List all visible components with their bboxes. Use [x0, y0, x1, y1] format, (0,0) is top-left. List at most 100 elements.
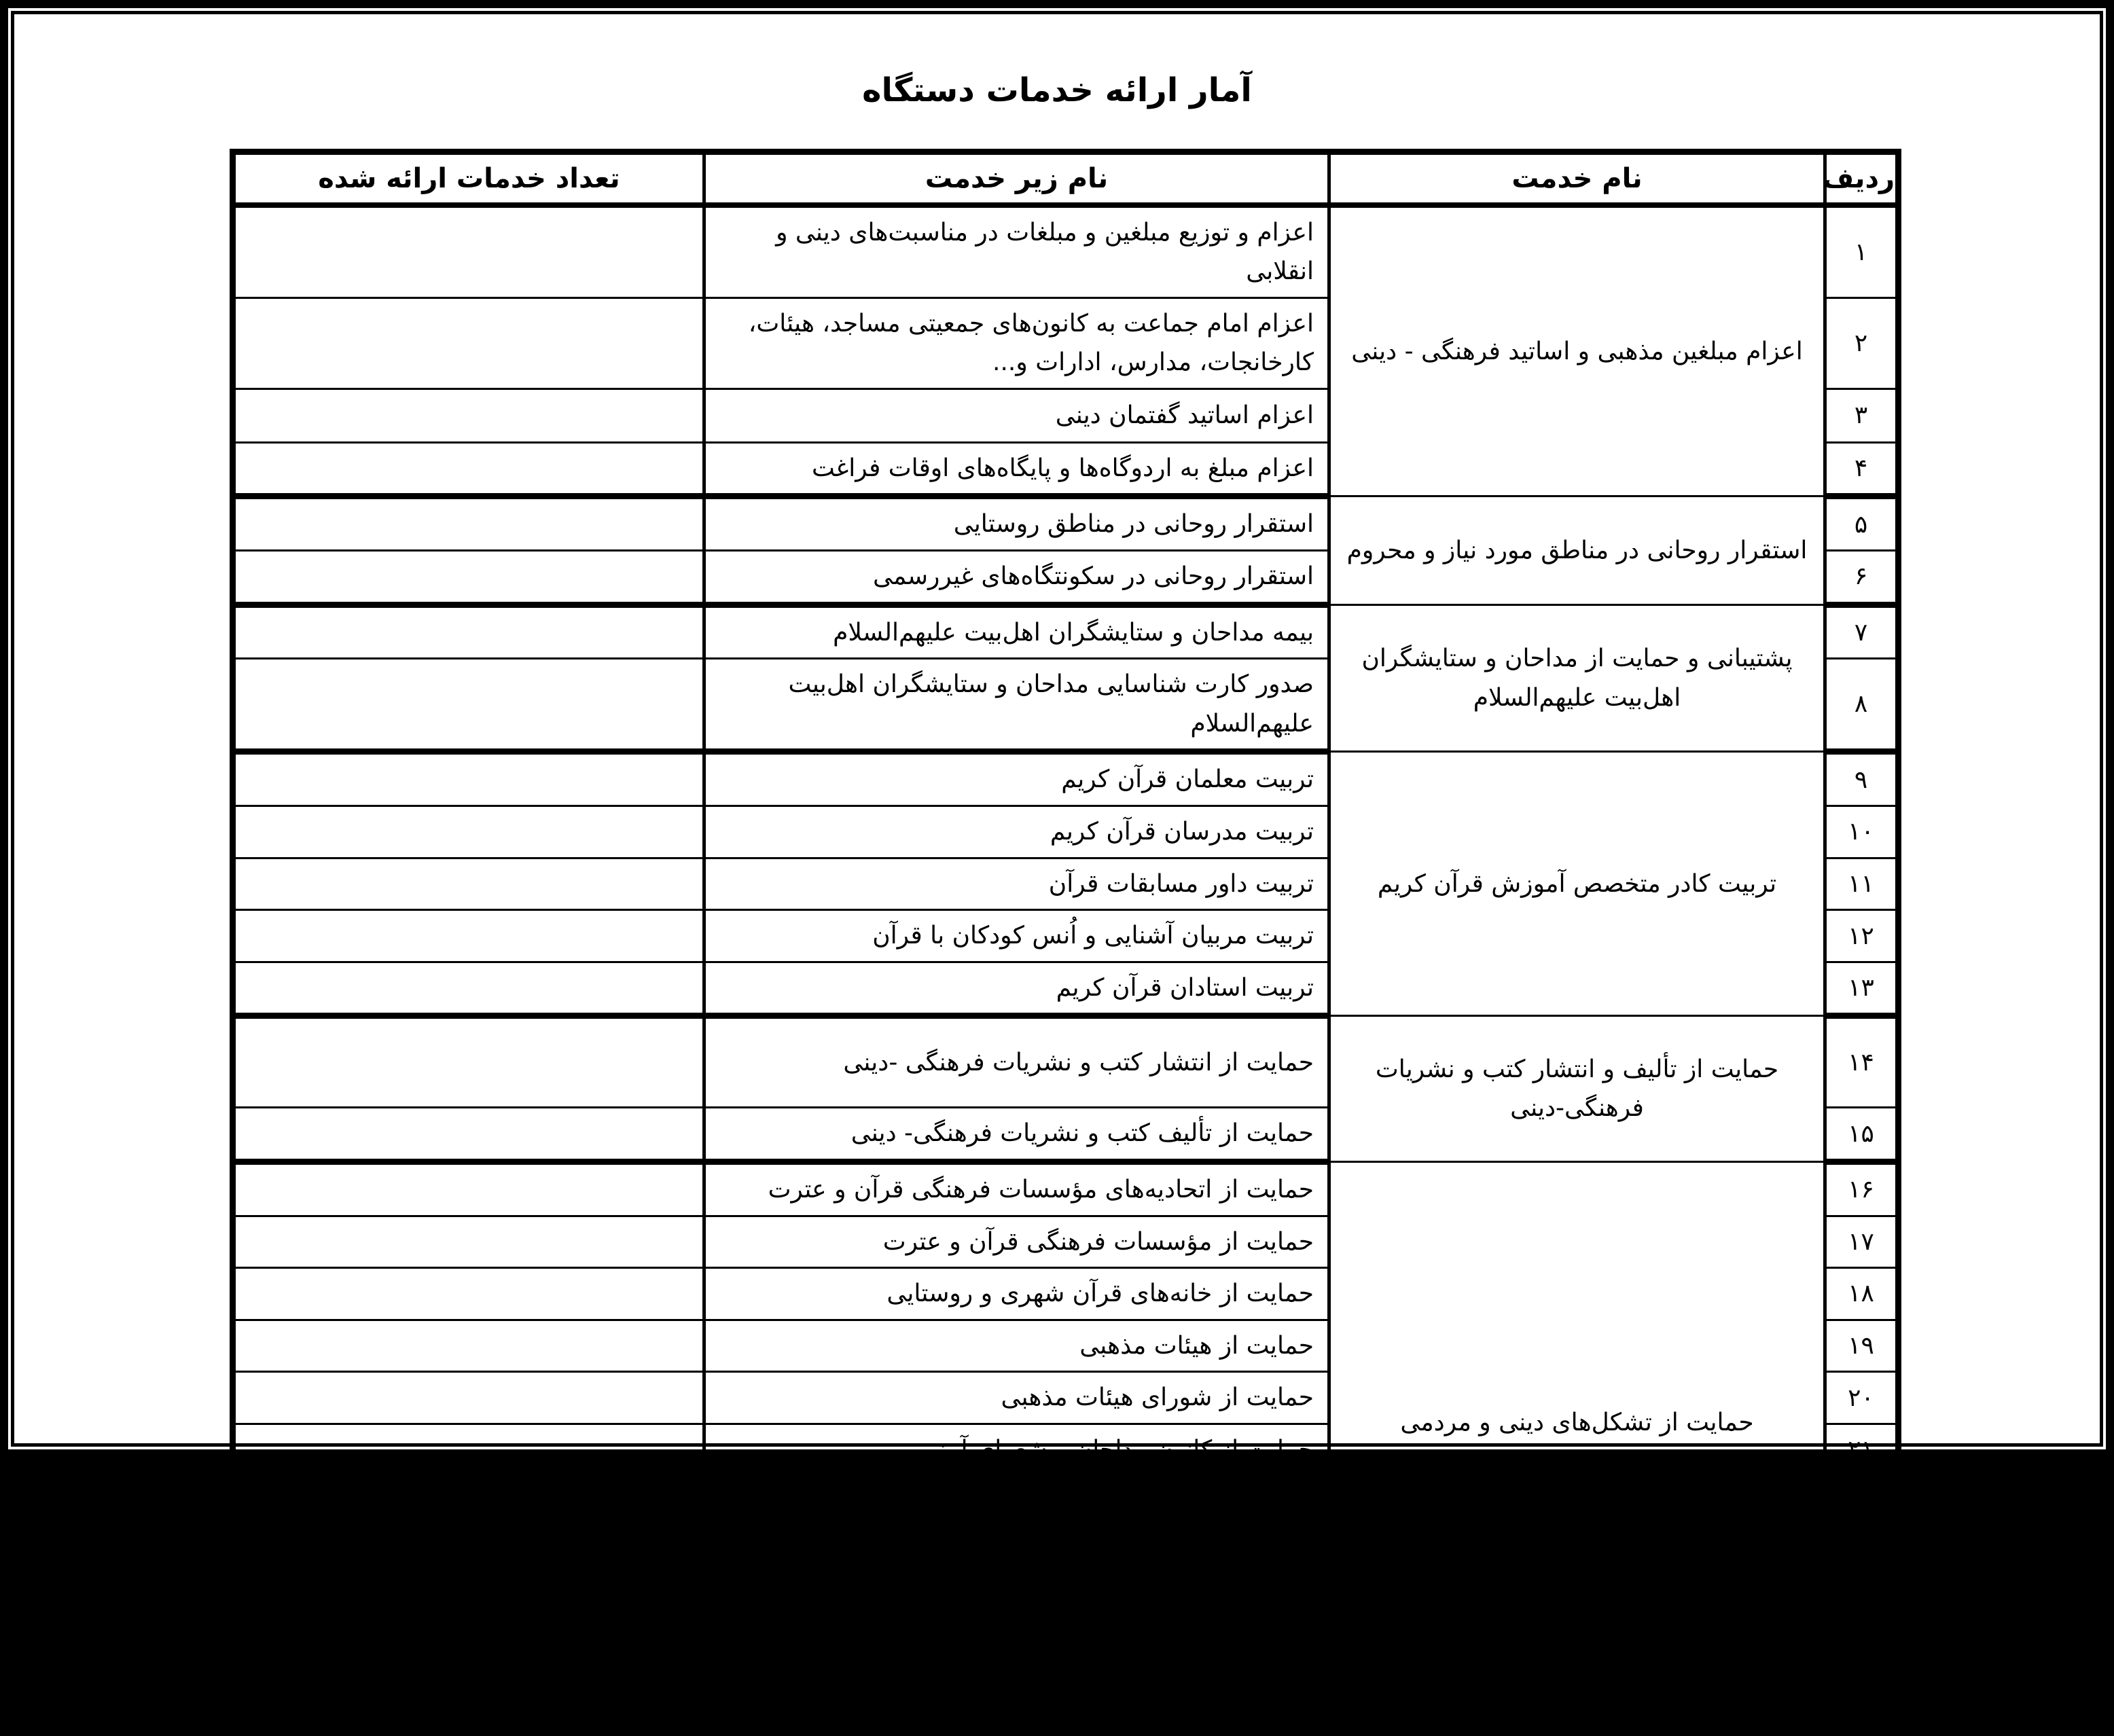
row-number-cell: ۱۶ — [1823, 1161, 1900, 1217]
row-number-cell: ۲۰ — [1823, 1371, 1900, 1425]
row-number-cell: ۲۱ — [1823, 1422, 1900, 1477]
sub-service-cell: حمایت از اتحادیه انجمن‌های اسلامی — [702, 1631, 1331, 1689]
sub-service-cell: صدور کارت شناسایی مداحان و ستایشگران اهل… — [702, 657, 1331, 755]
row-number-cell: ۲۲ — [1823, 1475, 1900, 1530]
header-row: ردیف نام خدمت نام زیر خدمت تعداد خدمات ا… — [231, 151, 1900, 208]
count-cell — [231, 805, 706, 859]
col-header-row-number: ردیف — [1823, 151, 1900, 208]
sub-service-cell: اعزام امام جماعت به کانون‌های جمعیتی مسا… — [702, 296, 1331, 390]
row-number-cell: ۱ — [1823, 204, 1900, 299]
count-cell — [231, 603, 706, 660]
col-header-sub-service-name: نام زیر خدمت — [702, 151, 1331, 208]
table-header: ردیف نام خدمت نام زیر خدمت تعداد خدمات ا… — [231, 151, 1900, 208]
table-row: ۲۰ حمایت از شورای هیئات مذهبی — [231, 1371, 1900, 1425]
sub-service-cell: حمایت از شورای هیئات مذهبی — [702, 1371, 1331, 1425]
count-cell — [231, 1371, 706, 1425]
table-row: ۶ استقرار روحانی در سکونتگاه‌های غیررسمی — [231, 549, 1900, 608]
sub-service-cell: استقرار روحانی در سکونتگاه‌های غیررسمی — [702, 549, 1331, 608]
row-number-cell: ۲۵ — [1823, 1631, 1900, 1689]
row-number-cell: ۴ — [1823, 441, 1900, 500]
count-cell — [231, 960, 706, 1019]
row-number-cell: ۱۰ — [1823, 805, 1900, 859]
table-row: ۱۷ حمایت از مؤسسات فرهنگی قرآن و عترت — [231, 1214, 1900, 1269]
row-number-cell: ۲ — [1823, 296, 1900, 390]
sub-service-cell: حمایت از کانون‌های فرهنگی تبلیغی — [702, 1475, 1331, 1530]
row-number-cell: ۱۷ — [1823, 1214, 1900, 1269]
count-cell — [231, 1318, 706, 1373]
table-row: ۱۵ حمایت از تألیف کتب و نشریات فرهنگی- د… — [231, 1106, 1900, 1165]
row-number-cell: ۱۹ — [1823, 1318, 1900, 1373]
count-cell — [231, 495, 706, 552]
table-row: ۱۱ تربیت داور مسابقات قرآن — [231, 856, 1900, 911]
table-row: ۱۲ تربیت مربیان آشنایی و اُنس کودکان با … — [231, 909, 1900, 963]
count-cell — [231, 1015, 706, 1109]
row-number-cell: ۷ — [1823, 603, 1900, 660]
count-cell — [231, 549, 706, 608]
document-page: آمار ارائه خدمات دستگاه ردیف نام خدمت نا… — [11, 11, 2103, 1736]
table-row: ۷ پشتیبانی و حمایت از مداحان و ستایشگران… — [231, 603, 1900, 753]
document-page-background: { "page": { "title": "آمار ارائه خدمات د… — [11, 11, 2103, 1736]
service-name-cell: استقرار روحانی در مناطق مورد نیاز و محرو… — [1327, 495, 1827, 606]
row-number-cell: ۹ — [1823, 751, 1900, 808]
row-number-cell: ۳ — [1823, 387, 1900, 444]
sub-service-cell: حمایت از کانون مداحان و شعرای آیینی — [702, 1422, 1331, 1477]
count-cell — [231, 441, 706, 500]
sub-service-cell: تربیت مربیان آشنایی و اُنس کودکان با قرآ… — [702, 909, 1331, 963]
sub-service-cell: حمایت از خانه‌های قرآن شهری و روستایی — [702, 1267, 1331, 1321]
count-cell — [231, 1267, 706, 1321]
row-number-cell: ۲۳ — [1823, 1527, 1900, 1581]
service-name-cell: حمایت از تشکل‌های دینی و مردمی — [1327, 1161, 1827, 1687]
page-number: ۱ — [1050, 1707, 1064, 1736]
sub-service-cell: حمایت از مؤسسات فرهنگی قرآن و عترت — [702, 1214, 1331, 1269]
table-row: ۱۳ تربیت استادان قرآن کریم — [231, 960, 1900, 1019]
row-number-cell: ۱۵ — [1823, 1106, 1900, 1165]
sub-service-cell: تربیت استادان قرآن کریم — [702, 960, 1331, 1019]
row-number-cell: ۶ — [1823, 549, 1900, 608]
table-row: ۵ استقرار روحانی در مناطق مورد نیاز و مح… — [231, 495, 1900, 606]
count-cell — [231, 1106, 706, 1165]
services-table: ردیف نام خدمت نام زیر خدمت تعداد خدمات ا… — [230, 149, 1901, 1689]
service-name-cell: تربیت کادر متخصص آموزش قرآن کریم — [1327, 751, 1827, 1017]
table-row: ۱۴ حمایت از تألیف و انتشار کتب و نشریات … — [231, 1015, 1900, 1163]
sub-service-cell: تربیت داور مسابقات قرآن — [702, 856, 1331, 911]
count-cell — [231, 751, 706, 808]
count-cell — [231, 909, 706, 963]
sub-service-cell: اعزام اساتید گفتمان دینی — [702, 387, 1331, 444]
table-row: ۱۹ حمایت از هیئات مذهبی — [231, 1318, 1900, 1373]
sub-service-cell: تربیت معلمان قرآن کریم — [702, 751, 1331, 808]
table-row: ۲ اعزام امام جماعت به کانون‌های جمعیتی م… — [231, 296, 1900, 390]
service-name-cell: اعزام مبلغین مذهبی و اساتید فرهنگی - دین… — [1327, 203, 1827, 498]
row-number-cell: ۱۴ — [1823, 1015, 1900, 1109]
sub-service-cell: حمایت از انتشار کتب و نشریات فرهنگی -دین… — [702, 1015, 1331, 1109]
row-number-cell: ۱۸ — [1823, 1267, 1900, 1321]
count-cell — [231, 1422, 706, 1477]
col-header-service-name: نام خدمت — [1327, 151, 1827, 208]
table-row: ۱ اعزام مبلغین مذهبی و اساتید فرهنگی - د… — [231, 203, 1900, 498]
sub-service-cell: حمایت از تألیف کتب و نشریات فرهنگی- دینی — [702, 1106, 1331, 1165]
count-cell — [231, 387, 706, 444]
row-number-cell: ۱۳ — [1823, 960, 1900, 1019]
sub-service-cell: حمایت از اتحادیه‌های مؤسسات فرهنگی قرآن … — [702, 1161, 1331, 1217]
sub-service-cell: حمایت از مجمع کانون‌های فرهنگی تبلیغی — [702, 1578, 1331, 1633]
table-row: ۴ اعزام مبلغ به اردوگاه‌ها و پایگاه‌های … — [231, 441, 1900, 500]
table-row: ۹ تربیت کادر متخصص آموزش قرآن کریم تربیت… — [231, 751, 1900, 1017]
sub-service-cell: اعزام و توزیع مبلغین و مبلغات در مناسبت‌… — [702, 204, 1331, 299]
row-number-cell: ۵ — [1823, 495, 1900, 552]
sub-service-cell: استقرار روحانی در مناطق روستایی — [702, 495, 1331, 552]
count-cell — [231, 1527, 706, 1581]
sub-service-cell: بیمه مداحان و ستایشگران اهل‌بیت علیهم‌ال… — [702, 603, 1331, 660]
service-name-cell: حمایت از تألیف و انتشار کتب و نشریات فره… — [1327, 1015, 1827, 1163]
count-cell — [231, 296, 706, 390]
service-name-cell: پشتیبانی و حمایت از مداحان و ستایشگران ا… — [1327, 603, 1827, 753]
count-cell — [231, 1578, 706, 1633]
table-row: ۸ صدور کارت شناسایی مداحان و ستایشگران ا… — [231, 657, 1900, 755]
page-title: آمار ارائه خدمات دستگاه — [862, 71, 1252, 109]
sub-service-cell: حمایت از هیئات مذهبی — [702, 1318, 1331, 1373]
table-row: ۱۸ حمایت از خانه‌های قرآن شهری و روستایی — [231, 1267, 1900, 1321]
row-number-cell: ۸ — [1823, 657, 1900, 755]
row-number-cell: ۲۴ — [1823, 1578, 1900, 1633]
table-row: ۳ اعزام اساتید گفتمان دینی — [231, 387, 1900, 444]
count-cell — [231, 1631, 706, 1689]
count-cell — [231, 204, 706, 299]
count-cell — [231, 1475, 706, 1530]
